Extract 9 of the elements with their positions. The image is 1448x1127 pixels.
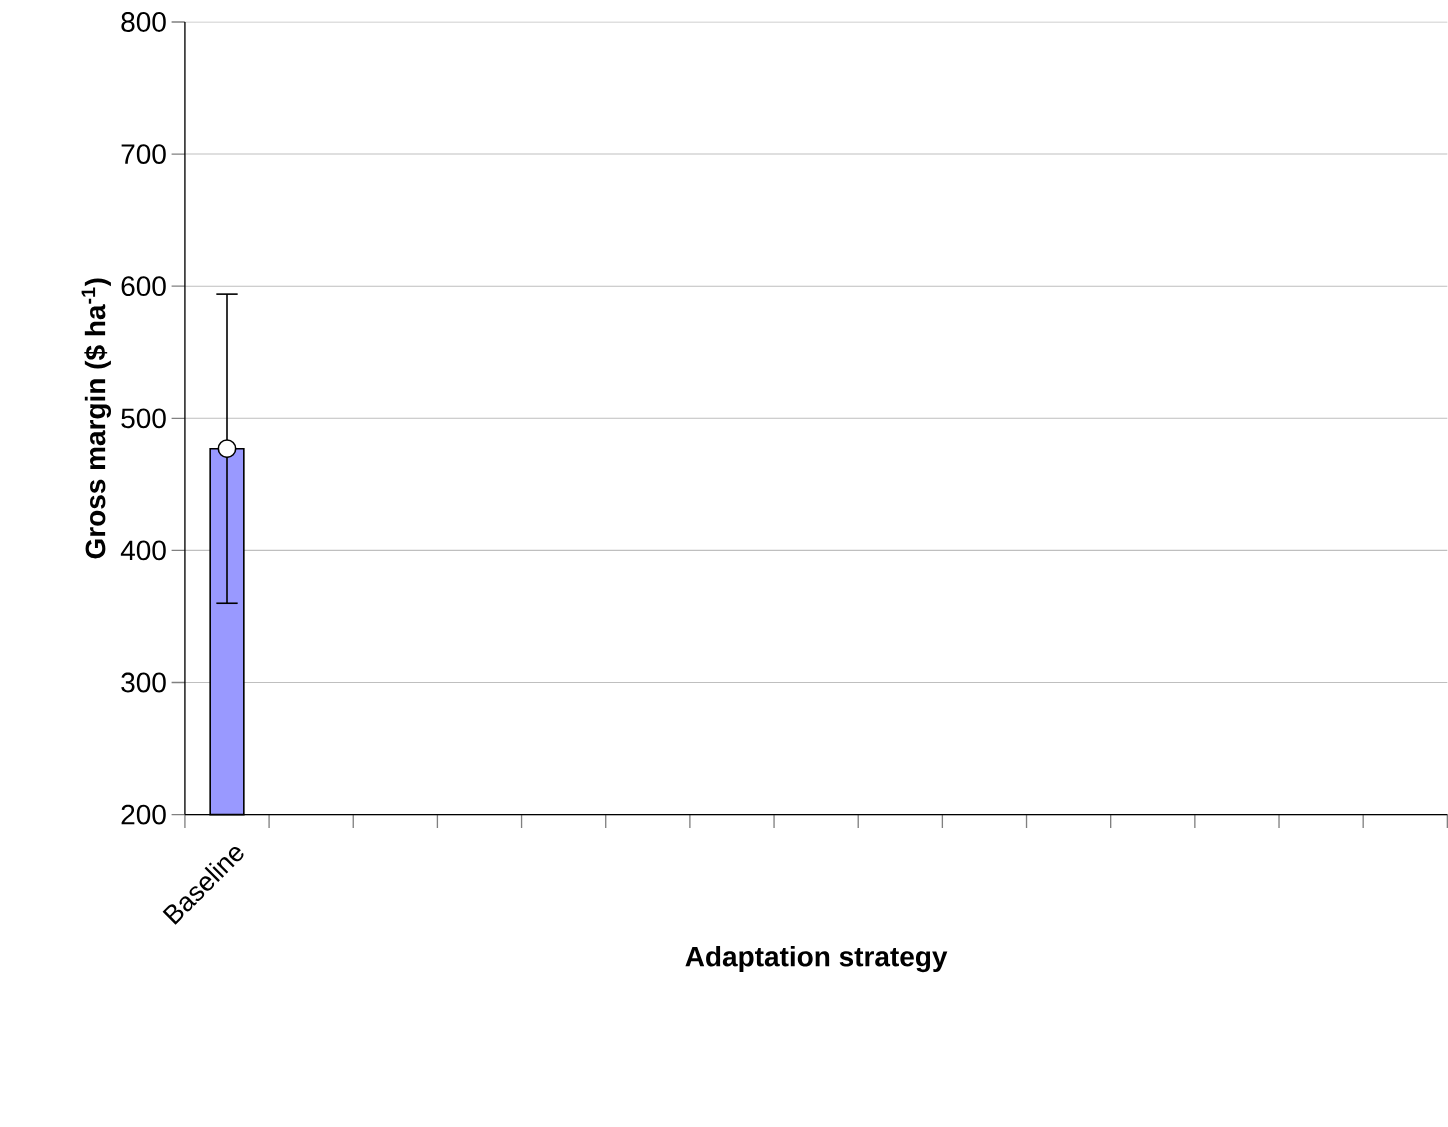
y-tick-label: 800 bbox=[121, 11, 166, 32]
y-tick-label: 600 bbox=[121, 276, 166, 296]
x-axis-title: Adaptation strategy bbox=[685, 945, 948, 972]
y-tick-label: 700 bbox=[121, 143, 166, 164]
y-tick-label: 200 bbox=[121, 804, 166, 825]
y-tick-label: 400 bbox=[120, 540, 166, 561]
y-tick-label: 300 bbox=[121, 672, 166, 693]
y-axis-title: Gross margin ($ ha$^{-1}$) bbox=[81, 278, 112, 559]
y-tick-label: 500 bbox=[121, 408, 166, 428]
